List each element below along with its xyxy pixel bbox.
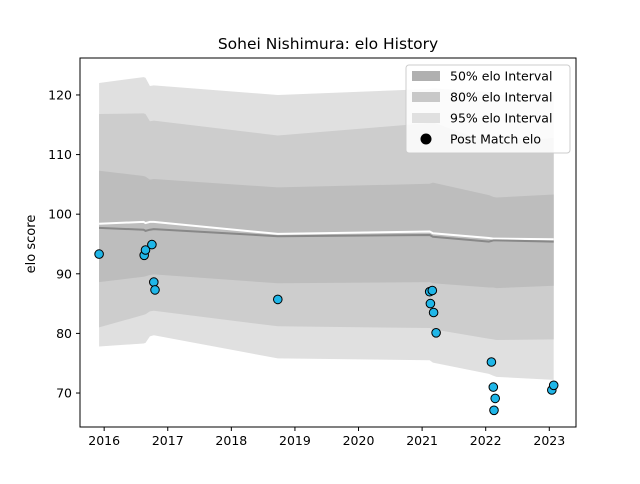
legend-marker — [420, 133, 432, 145]
x-tick-label: 2020 — [343, 433, 375, 448]
axes: 2016 2017 2018 2019 2020 2021 2022 2023 70 80 90 10… — [48, 57, 577, 448]
x-tick-label: 2021 — [406, 433, 438, 448]
post-match-point — [149, 277, 159, 287]
x-tick-label: 2023 — [533, 433, 565, 448]
post-match-point — [150, 285, 160, 295]
legend-box — [405, 64, 571, 154]
post-match-point — [427, 285, 438, 296]
y-tick-label: 80 — [56, 326, 72, 341]
post-match-point — [147, 239, 157, 250]
post-match-point — [425, 298, 436, 309]
post-match-point — [548, 380, 559, 391]
post-match-point — [489, 405, 499, 416]
x-tick-label: 2019 — [279, 433, 311, 448]
elo-lines — [99, 220, 554, 243]
plot-frame — [79, 57, 577, 428]
legend-label: Post Match elo — [450, 132, 541, 147]
y-tick-label: 110 — [48, 147, 72, 162]
y-axis-label: elo score — [24, 215, 39, 274]
post-match-point — [486, 357, 497, 367]
upper-elo-line — [99, 220, 554, 241]
legend-label: 50% elo Interval — [450, 69, 552, 84]
x-tick-label: 2016 — [88, 433, 120, 448]
post-match-point — [94, 249, 104, 259]
band-50-area — [99, 170, 554, 289]
legend-label: 95% elo Interval — [450, 111, 552, 126]
post-match-points — [94, 239, 559, 416]
legend: 50% elo Interval 80% elo Interval 95% elo … — [405, 64, 571, 154]
y-tick-label: 90 — [56, 266, 72, 281]
y-tick-label: 100 — [48, 207, 72, 222]
legend-swatch — [412, 92, 440, 102]
legend-swatch — [412, 113, 440, 123]
y-tick-label: 70 — [56, 386, 72, 401]
post-match-point — [273, 294, 283, 305]
x-tick-label: 2018 — [215, 433, 247, 448]
legend-label: 80% elo Interval — [450, 90, 552, 105]
post-match-point — [431, 328, 441, 338]
post-match-point — [488, 382, 499, 392]
mean-elo-line — [99, 226, 554, 243]
legend-swatch — [412, 71, 440, 81]
post-match-point — [490, 393, 501, 404]
post-match-point — [140, 245, 151, 255]
x-tick-label: 2022 — [470, 433, 502, 448]
post-match-point — [428, 307, 439, 318]
x-tick-label: 2017 — [152, 433, 184, 448]
chart-title: Sohei Nishimura: elo History — [218, 35, 438, 53]
y-tick-label: 120 — [48, 87, 72, 102]
